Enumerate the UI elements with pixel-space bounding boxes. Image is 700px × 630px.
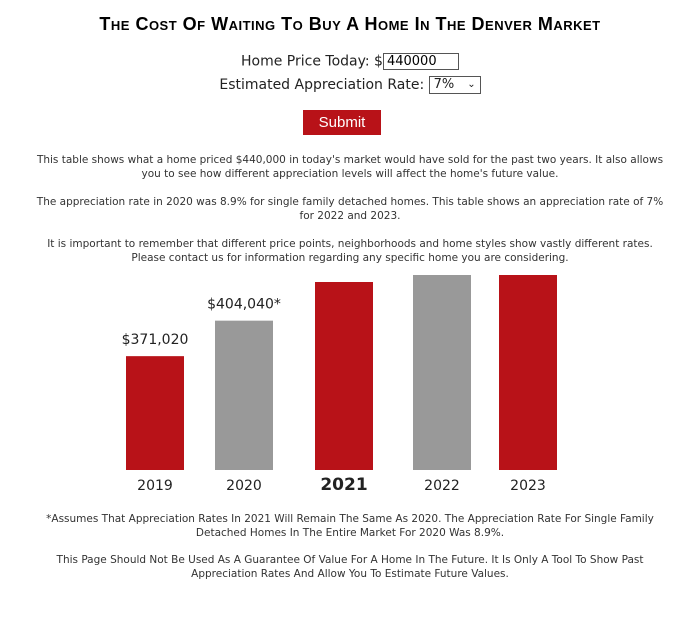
category-label-2019: 2019: [137, 478, 173, 494]
bar-2021: [315, 282, 373, 470]
price-input[interactable]: [382, 53, 459, 70]
rate-select[interactable]: 7% ⌄: [428, 76, 481, 94]
chevron-down-icon: ⌄: [467, 79, 476, 90]
bar-2020: [215, 320, 273, 470]
price-bar-chart: $371,0202019$404,040*2020$440,0002021$47…: [122, 275, 557, 495]
guarantee-footnote: This Page Should Not Be Used As A Guaran…: [56, 554, 644, 580]
category-label-2023: 2023: [510, 478, 546, 494]
disclaimer-paragraph: It is important to remember that differe…: [47, 238, 653, 264]
bar-2023: [499, 275, 557, 471]
page-title: The Cost Of Waiting To Buy A Home In The…: [99, 14, 601, 34]
assumption-footnote: *Assumes That Appreciation Rates In 2021…: [46, 513, 654, 539]
rate-select-value: 7%: [433, 77, 455, 92]
price-row: Home Price Today: $: [0, 53, 700, 70]
rate-label: Estimated Appreciation Rate:: [219, 77, 425, 93]
category-label-2021: 2021: [320, 475, 367, 495]
price-label: Home Price Today: $: [241, 53, 383, 70]
category-label-2020: 2020: [226, 478, 262, 494]
value-label-2020: $404,040*: [207, 297, 281, 313]
bar-2022: [413, 275, 471, 470]
rate-paragraph: The appreciation rate in 2020 was 8.9% f…: [36, 196, 664, 222]
bar-2019: [126, 356, 184, 470]
value-label-2019: $371,020: [122, 332, 189, 348]
intro-paragraph: This table shows what a home priced $440…: [36, 154, 664, 180]
category-label-2022: 2022: [424, 478, 460, 494]
submit-button[interactable]: Submit: [303, 110, 381, 135]
rate-row: Estimated Appreciation Rate: 7% ⌄: [0, 76, 700, 94]
